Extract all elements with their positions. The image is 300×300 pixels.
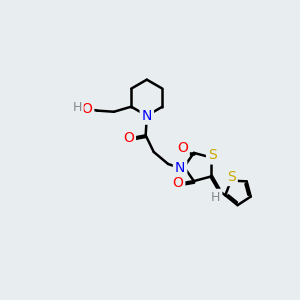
Text: O: O (81, 102, 92, 116)
Text: H: H (211, 190, 220, 204)
Text: O: O (177, 141, 188, 155)
Text: S: S (227, 170, 236, 184)
Text: S: S (208, 148, 217, 163)
Text: O: O (123, 130, 134, 145)
Text: N: N (175, 161, 185, 175)
Text: N: N (142, 109, 152, 123)
Text: H: H (73, 101, 82, 114)
Text: O: O (172, 176, 183, 190)
